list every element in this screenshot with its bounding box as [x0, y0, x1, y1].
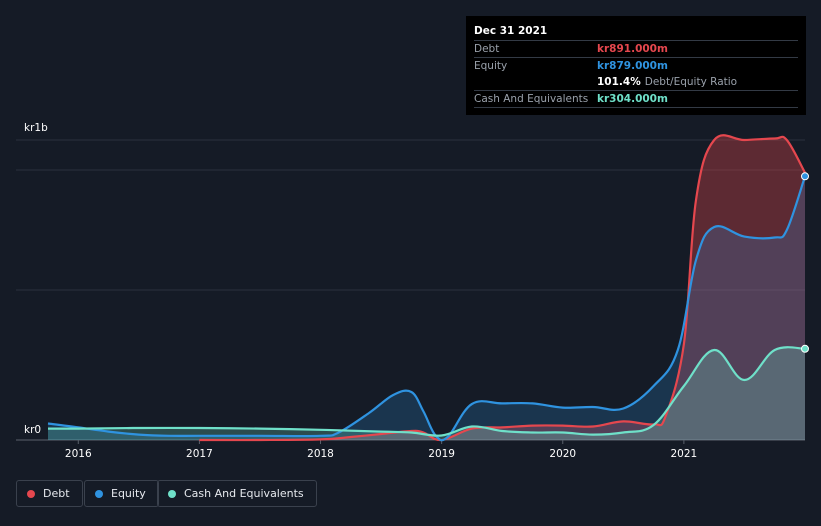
series-line-cash: [47, 346, 806, 437]
x-axis-ticks: 2016 2017 2018 2019 2020 2021: [65, 448, 697, 460]
tooltip-equity-row: Equity kr879.000m: [474, 57, 798, 74]
x-tick-label: 2020: [549, 448, 576, 460]
y-tick-label-zero: kr0: [24, 424, 41, 436]
end-marker-cash: [801, 344, 809, 353]
legend-debt-label: Debt: [43, 487, 70, 500]
chart-end-markers: [801, 172, 809, 353]
tooltip-ratio-value: 101.4%: [597, 76, 641, 88]
legend-cash-label: Cash And Equivalents: [184, 487, 304, 500]
tooltip-date: Dec 31 2021: [474, 25, 548, 37]
tooltip-debt-label: Debt: [474, 43, 500, 55]
x-tick-label: 2017: [186, 448, 213, 460]
tooltip-ratio-row: 101.4% Debt/Equity Ratio: [474, 74, 798, 90]
tooltip-cash-label: Cash And Equivalents: [474, 93, 589, 105]
legend-item-debt[interactable]: Debt: [16, 480, 83, 507]
tooltip-ratio-label: Debt/Equity Ratio: [644, 76, 738, 88]
series-area-equity: [48, 176, 805, 441]
x-tick-label: 2018: [307, 448, 334, 460]
y-tick-label-max: kr1b: [24, 122, 48, 134]
x-tick-label: 2021: [671, 448, 698, 460]
tooltip-cash-value: kr304.000m: [597, 93, 668, 105]
series-area-debt: [199, 135, 805, 441]
legend-debt-dot: [27, 489, 35, 498]
y-axis-ticks: kr0 kr1b: [24, 122, 48, 436]
x-tick-label: 2019: [428, 448, 455, 460]
legend-cash-dot: [168, 489, 176, 498]
data-tooltip: Dec 31 2021 Debt kr891.000m Equity kr879…: [466, 16, 806, 115]
x-tick-label: 2016: [65, 448, 92, 460]
end-marker-equity: [801, 172, 809, 181]
chart-series-lines: [47, 134, 807, 442]
chart-grid: [16, 139, 805, 444]
tooltip-debt-value: kr891.000m: [597, 43, 668, 55]
chart-series-areas: [48, 135, 805, 441]
tooltip-equity-value: kr879.000m: [597, 60, 668, 72]
series-line-equity: [47, 175, 807, 442]
tooltip-debt-row: Debt kr891.000m: [474, 40, 798, 57]
legend-item-cash[interactable]: Cash And Equivalents: [157, 480, 317, 507]
legend-equity-label: Equity: [111, 487, 146, 500]
legend-equity-dot: [95, 489, 103, 498]
tooltip-cash-row: Cash And Equivalents kr304.000m: [474, 90, 798, 108]
legend-item-equity[interactable]: Equity: [84, 480, 159, 507]
tooltip-equity-label: Equity: [474, 60, 508, 72]
series-area-cash: [48, 347, 805, 440]
series-line-debt: [199, 134, 806, 442]
